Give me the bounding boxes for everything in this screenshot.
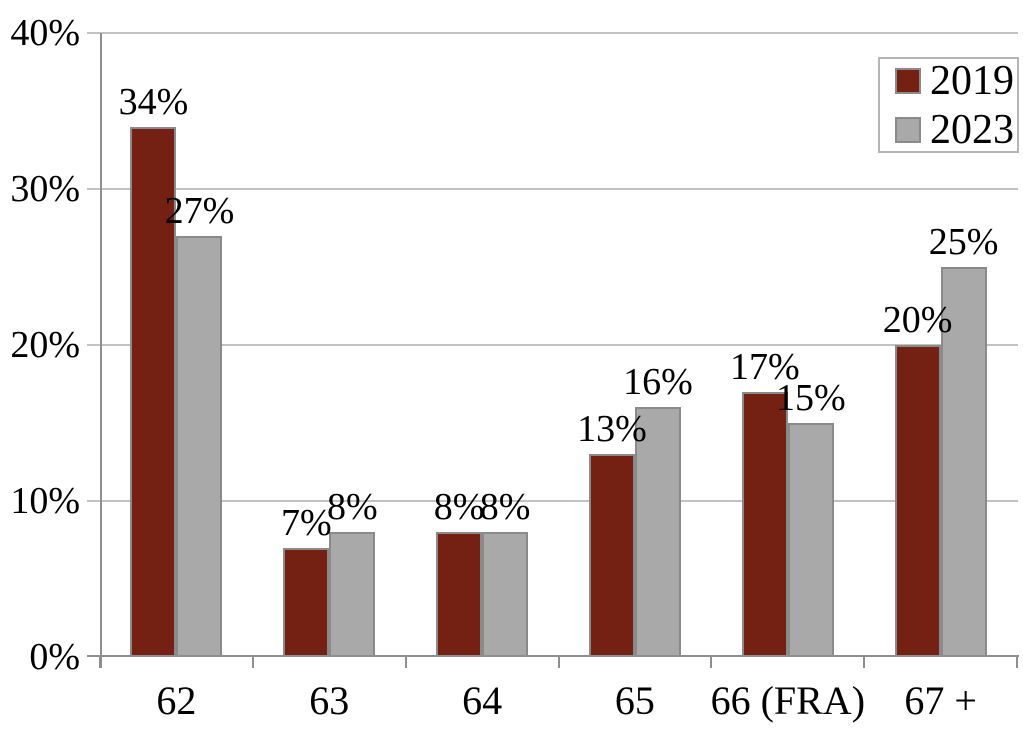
x-category-label-4: 66 (FRA)	[710, 678, 866, 723]
bar-2019-65	[588, 454, 635, 657]
legend-swatch-2023	[895, 116, 921, 143]
bar-value-label-2023-62: 27%	[164, 189, 235, 232]
bar-value-label-2019-67 +: 20%	[882, 299, 953, 341]
x-category-label-3: 65	[614, 678, 655, 723]
bar-value-label-2019-66 (FRA): 17%	[729, 345, 800, 388]
bar-2019-63	[283, 547, 330, 657]
x-category-label-1: 63	[309, 678, 350, 723]
x-axis-tick-1	[252, 657, 254, 668]
legend-entry-2023: 2023	[895, 108, 1017, 152]
x-axis-tick-6	[1016, 657, 1018, 668]
x-axis-tick-3	[558, 657, 560, 668]
y-axis-line	[100, 33, 102, 668]
x-category-label-0: 62	[156, 678, 197, 723]
x-axis-line	[87, 655, 1019, 657]
x-category-label-2: 64	[462, 678, 503, 723]
bar-2023-64	[482, 532, 529, 657]
bar-value-label-2023-63: 8%	[326, 486, 378, 529]
bar-2023-67 +	[940, 267, 987, 657]
gridline-20	[87, 344, 1018, 346]
legend-entry-2019: 2019	[895, 59, 1017, 103]
gridline-40	[87, 32, 1018, 34]
bar-2019-62	[130, 126, 177, 657]
y-tick-label-30: 30%	[10, 168, 80, 210]
bar-2023-62	[176, 235, 223, 657]
x-axis-tick-2	[405, 657, 407, 668]
legend: 2019 2023	[878, 57, 1019, 153]
bar-value-label-2019-63: 7%	[280, 501, 332, 544]
bar-value-label-2023-64: 8%	[479, 486, 531, 529]
legend-swatch-2019	[895, 67, 921, 94]
gridline-30	[87, 188, 1018, 190]
bar-value-label-2019-62: 34%	[118, 80, 189, 123]
y-tick-label-20: 20%	[10, 324, 80, 366]
x-axis-tick-4	[710, 657, 712, 668]
bar-2023-65	[634, 407, 681, 657]
y-tick-label-10: 10%	[10, 480, 80, 522]
legend-label-2023: 2023	[930, 106, 1014, 153]
bar-2019-66 (FRA)	[741, 391, 788, 657]
bar-value-label-2023-67 +: 25%	[928, 221, 999, 263]
bar-2019-67 +	[894, 345, 941, 657]
y-tick-label-40: 40%	[10, 12, 80, 54]
bar-value-label-2023-65: 16%	[623, 361, 693, 404]
y-tick-label-0: 0%	[29, 636, 80, 678]
bar-value-label-2023-66 (FRA): 15%	[775, 377, 846, 419]
x-axis-tick-0	[99, 657, 101, 668]
plot-area: 34% 7% 8% 13% 17% 20% 27% 8% 8% 16% 15% 25%	[87, 32, 1019, 668]
bar-2019-64	[436, 532, 483, 657]
gridline-10	[87, 500, 1018, 502]
bar-2023-63	[329, 532, 376, 657]
bar-value-label-2019-64: 8%	[433, 486, 485, 529]
bar-value-label-2019-65: 13%	[577, 408, 647, 451]
x-category-label-5: 67 +	[904, 678, 977, 723]
x-axis-tick-5	[863, 657, 865, 668]
legend-label-2019: 2019	[930, 57, 1014, 104]
bar-2023-66 (FRA)	[787, 423, 834, 657]
